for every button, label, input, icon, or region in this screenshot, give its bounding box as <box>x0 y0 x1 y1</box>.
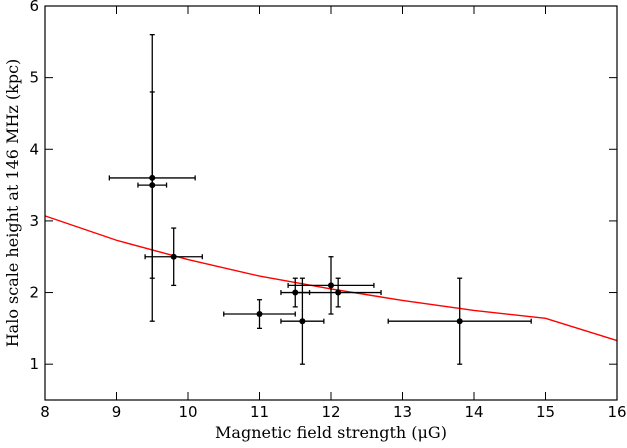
data-point-3 <box>144 227 203 287</box>
x-tick-label: 10 <box>178 403 197 421</box>
x-tick-label: 14 <box>464 403 483 421</box>
data-marker <box>456 318 463 325</box>
data-marker <box>328 282 334 289</box>
x-tick-label: 9 <box>112 403 122 421</box>
x-tick-label: 12 <box>321 403 340 421</box>
data-point-8 <box>294 277 382 308</box>
x-tick-label: 8 <box>40 403 50 421</box>
data-point-7 <box>287 256 375 315</box>
y-tick-label: 2 <box>29 284 39 302</box>
data-point-6 <box>280 277 325 365</box>
data-point-9 <box>387 277 532 365</box>
y-tick-label: 3 <box>29 212 39 230</box>
y-tick-label: 6 <box>29 0 39 15</box>
y-tick-label: 4 <box>29 140 39 158</box>
y-tick-label: 5 <box>29 69 39 87</box>
x-tick-label: 11 <box>250 403 269 421</box>
data-point-4 <box>223 299 296 330</box>
x-tick-label: 16 <box>607 403 626 421</box>
x-tick-label: 13 <box>393 403 412 421</box>
data-marker <box>299 318 306 325</box>
y-tick-label: 1 <box>29 355 39 373</box>
y-axis-label: Halo scale height at 146 MHz (kpc) <box>3 59 22 348</box>
data-marker <box>149 182 156 189</box>
chart-marks <box>44 34 618 365</box>
data-marker <box>335 289 342 296</box>
plot-frame <box>44 5 618 401</box>
x-axis-label: Magnetic field strength (μG) <box>215 423 447 442</box>
data-marker <box>170 253 177 260</box>
data-point-2 <box>137 91 168 279</box>
data-marker <box>256 311 263 318</box>
x-tick-label: 15 <box>536 403 555 421</box>
